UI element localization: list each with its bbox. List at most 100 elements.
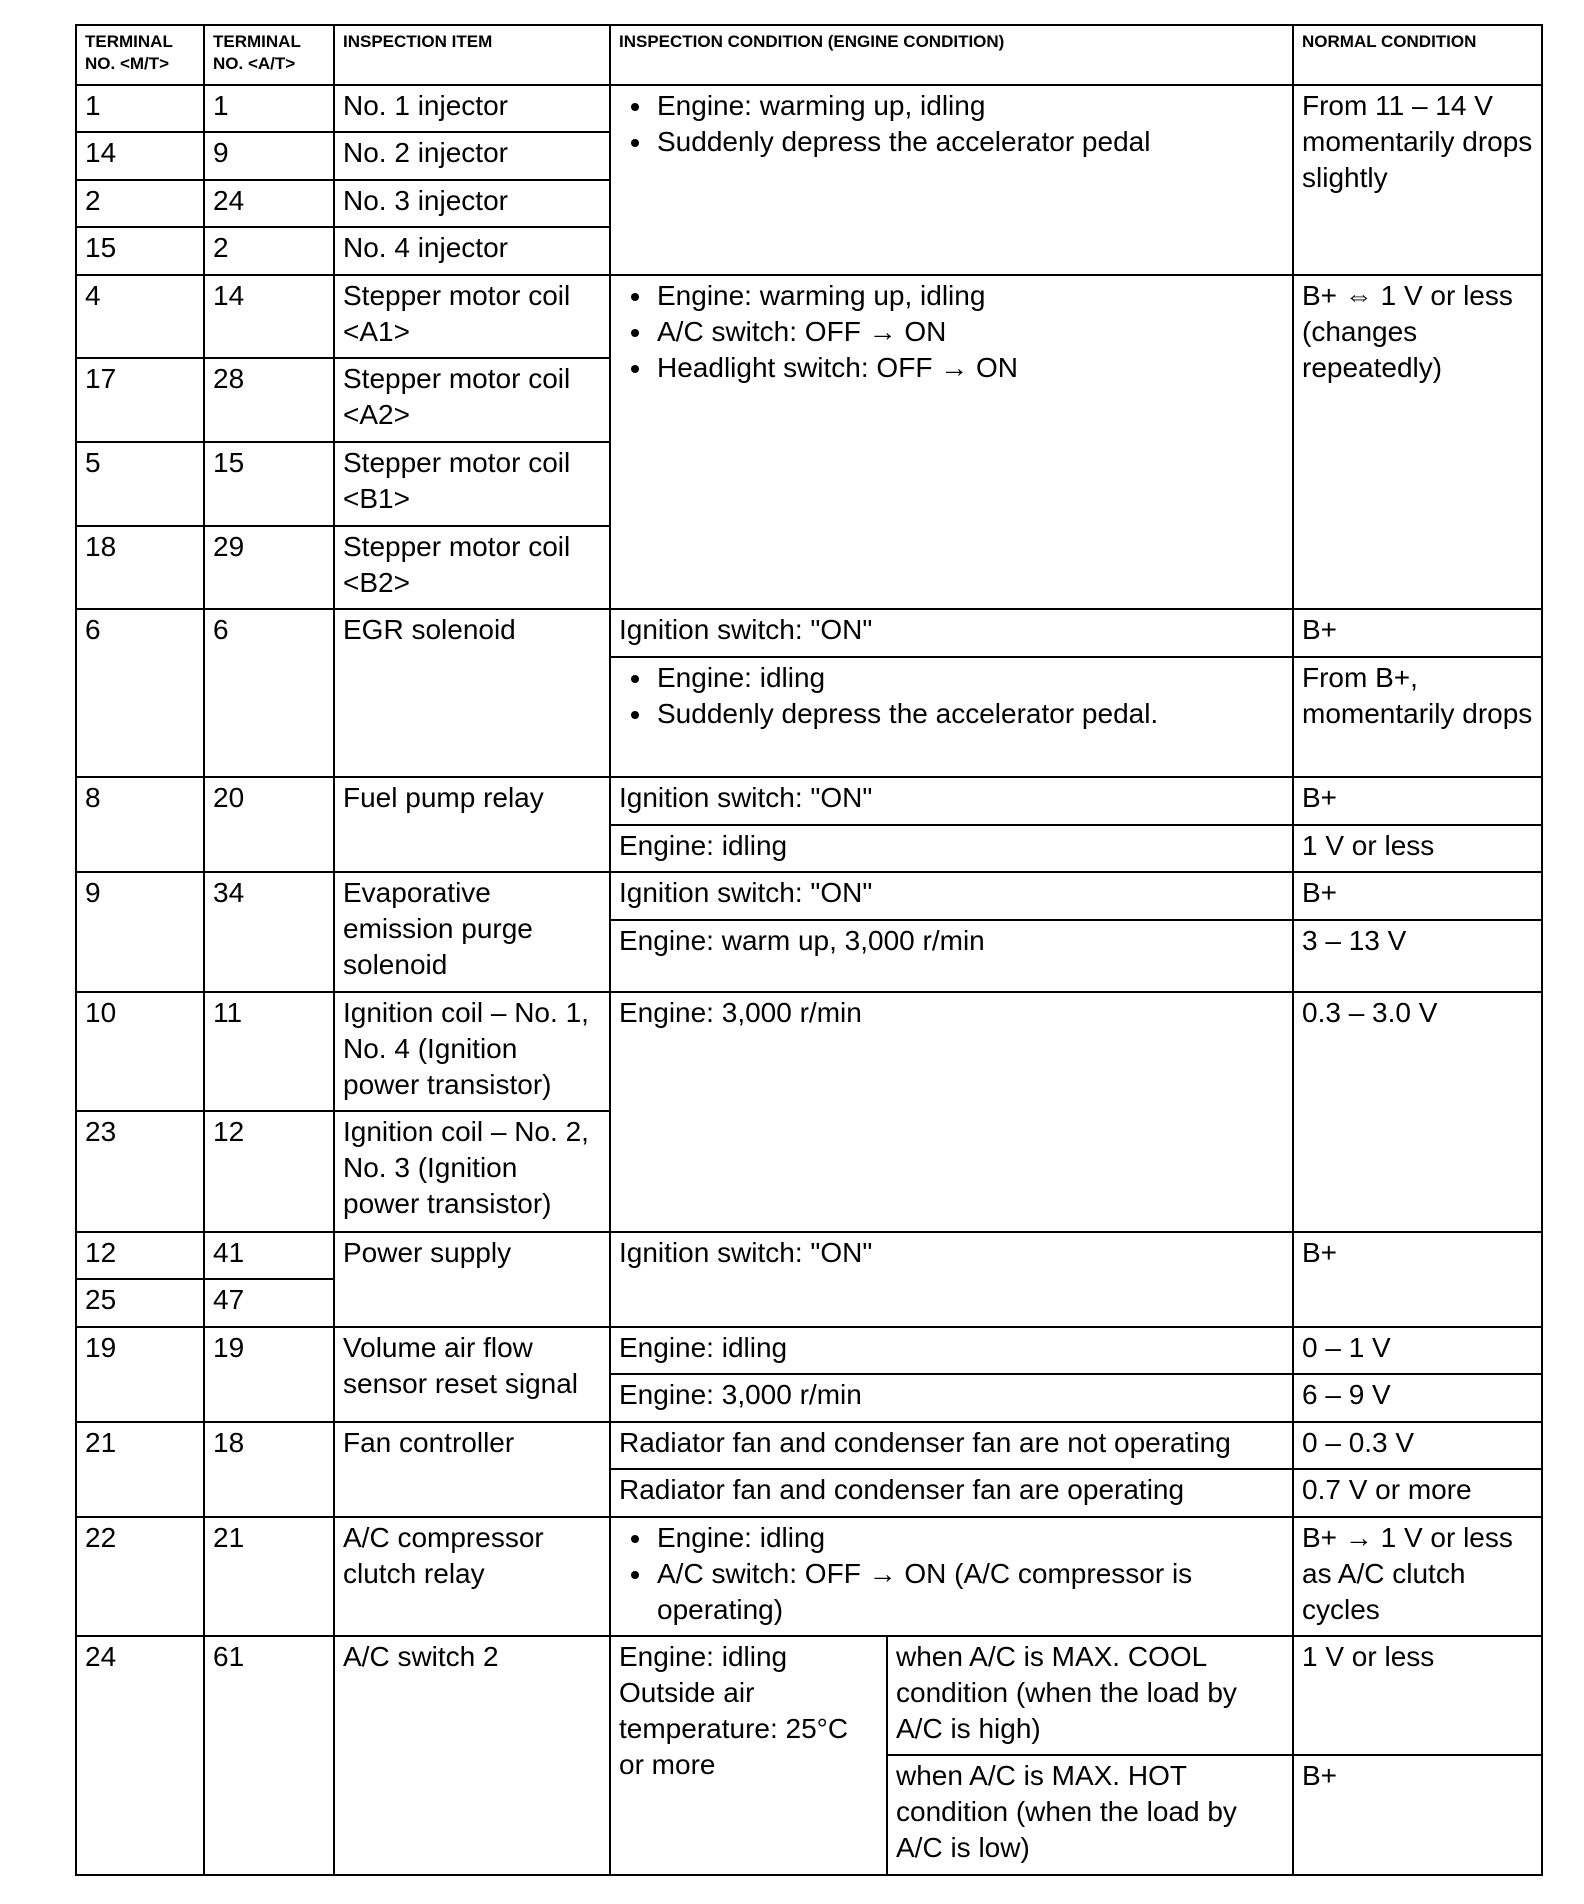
terminal-at: 6	[203, 608, 335, 778]
terminal-at: 2	[203, 226, 335, 276]
table-row: Radiator fan and condenser fan are opera…	[76, 1468, 1543, 1518]
inspection-item: Ignition coil – No. 1, No. 4 (Ignition p…	[333, 991, 611, 1112]
terminal-mt: 15	[75, 226, 205, 276]
terminal-mt: 19	[75, 1326, 205, 1423]
inspection-sub-condition: when A/C is MAX. COOL condition (when th…	[886, 1635, 1294, 1756]
inspection-item: No. 1 injector	[333, 84, 611, 133]
terminal-mt: 24	[75, 1635, 205, 1876]
inspection-condition: Engine: idling	[609, 1326, 1294, 1375]
inspection-item: Power supply	[333, 1231, 611, 1328]
inspection-item: Stepper motor coil <A1>	[333, 274, 611, 359]
table-row: 10 11 Ignition coil – No. 1, No. 4 (Igni…	[75, 991, 1543, 1233]
normal-condition: B+ ⇔ 1 V or less (changes repeatedly)	[1292, 274, 1543, 610]
normal-condition: B+	[1292, 608, 1543, 658]
inspection-condition: Engine: 3,000 r/min	[609, 991, 1294, 1233]
table-row: 4 14 Stepper motor coil <A1> Engine: war…	[75, 274, 1543, 610]
terminal-mt: 5	[75, 441, 205, 527]
table-row: when A/C is MAX. HOT condition (when the…	[76, 1754, 1543, 1876]
normal-condition: 0.3 – 3.0 V	[1292, 991, 1543, 1233]
terminal-mt: 17	[75, 357, 205, 443]
table-row: 8 20 Fuel pump relay Ignition switch: "O…	[75, 776, 1543, 873]
inspection-condition: Engine: warming up, idling A/C switch: O…	[609, 274, 1294, 610]
normal-condition: 1 V or less	[1292, 1635, 1543, 1756]
normal-condition: 0 – 0.3 V	[1292, 1421, 1543, 1470]
terminal-at: 34	[203, 871, 335, 993]
table-row: 17 28 Stepper motor coil <A2>	[75, 357, 1542, 443]
inspection-condition: Engine: warm up, 3,000 r/min	[609, 919, 1294, 993]
normal-condition: 0.7 V or more	[1292, 1468, 1543, 1518]
terminal-mt: 4	[75, 274, 205, 359]
condition-bullet: Headlight switch: OFF → ON	[631, 350, 1284, 386]
table-row: Engine: 3,000 r/min 6 – 9 V	[76, 1373, 1543, 1423]
normal-condition: From 11 – 14 V momentarily drops slightl…	[1292, 84, 1543, 276]
inspection-item: Ignition coil – No. 2, No. 3 (Ignition p…	[333, 1110, 611, 1233]
normal-condition: B+	[1292, 776, 1543, 826]
terminal-at: 12	[203, 1110, 335, 1233]
inspection-condition: Engine: idling	[609, 824, 1294, 873]
terminal-at: 21	[203, 1516, 335, 1637]
terminal-mt: 21	[75, 1421, 205, 1518]
terminal-mt: 8	[75, 776, 205, 873]
normal-condition: From B+, momentarily drops	[1292, 656, 1543, 778]
terminal-mt: 25	[75, 1278, 205, 1328]
terminal-mt: 14	[75, 131, 205, 181]
inspection-condition: Engine: 3,000 r/min	[609, 1373, 1294, 1423]
header-inspection-item: INSPECTION ITEM	[333, 24, 611, 86]
inspection-condition: Radiator fan and condenser fan are opera…	[609, 1468, 1294, 1518]
terminal-at: 28	[203, 357, 335, 443]
inspection-item: Stepper motor coil <B2>	[333, 525, 611, 610]
normal-condition: 1 V or less	[1292, 824, 1543, 873]
inspection-condition: Radiator fan and condenser fan are not o…	[609, 1421, 1294, 1470]
inspection-condition: Ignition switch: "ON"	[609, 1231, 1294, 1328]
inspection-item: No. 4 injector	[333, 226, 611, 276]
inspection-condition: Engine: idling Outside air temperature: …	[609, 1635, 888, 1876]
terminal-at: 15	[203, 441, 335, 527]
condition-bullet: Suddenly depress the accelerator pedal.	[631, 696, 1284, 732]
table-row: 2 24 No. 3 injector	[75, 179, 1542, 228]
terminal-mt: 2	[75, 179, 205, 228]
table-row: 5 15 Stepper motor coil <B1>	[75, 441, 1542, 527]
table-row: 9 34 Evaporative emission purge solenoid…	[75, 871, 1543, 993]
inspection-item: EGR solenoid	[333, 608, 611, 778]
terminal-at: 19	[203, 1326, 335, 1423]
condition-bullet: A/C switch: OFF → ON	[631, 314, 1284, 350]
table-row: 24 61 A/C switch 2 Engine: idling Outsid…	[75, 1635, 1543, 1876]
inspection-condition: Engine: idling A/C switch: OFF → ON (A/C…	[609, 1516, 1294, 1637]
normal-condition: B+	[1292, 1231, 1543, 1328]
inspection-condition: Ignition switch: "ON"	[609, 608, 1294, 658]
inspection-condition: Engine: idling Suddenly depress the acce…	[609, 656, 1294, 778]
condition-bullet: Suddenly depress the accelerator pedal	[631, 124, 1284, 160]
table-row: Engine: warm up, 3,000 r/min 3 – 13 V	[76, 919, 1543, 993]
table-row: 22 21 A/C compressor clutch relay Engine…	[75, 1516, 1543, 1637]
normal-condition: 0 – 1 V	[1292, 1326, 1543, 1375]
table-row: 23 12 Ignition coil – No. 2, No. 3 (Igni…	[75, 1110, 1542, 1233]
normal-condition: B+ → 1 V or less as A/C clutch cycles	[1292, 1516, 1543, 1637]
terminal-at: 24	[203, 179, 335, 228]
terminal-mt: 12	[75, 1231, 205, 1280]
header-terminal-mt: TERMINAL NO. <M/T>	[75, 24, 205, 86]
table-row: 18 29 Stepper motor coil <B2>	[75, 525, 1542, 610]
terminal-mt: 23	[75, 1110, 205, 1233]
terminal-mt: 1	[75, 84, 205, 133]
terminal-at: 9	[203, 131, 335, 181]
normal-condition: 3 – 13 V	[1292, 919, 1543, 993]
terminal-mt: 6	[75, 608, 205, 778]
header-row: TERMINAL NO. <M/T> TERMINAL NO. <A/T> IN…	[75, 24, 1543, 86]
inspection-item: No. 2 injector	[333, 131, 611, 181]
normal-condition: B+	[1292, 1754, 1543, 1876]
condition-bullet: Engine: warming up, idling	[631, 88, 1284, 124]
terminal-at: 41	[203, 1231, 335, 1280]
normal-condition: 6 – 9 V	[1292, 1373, 1543, 1423]
terminal-mt: 22	[75, 1516, 205, 1637]
inspection-condition: Engine: warming up, idling Suddenly depr…	[609, 84, 1294, 276]
inspection-condition: Ignition switch: "ON"	[609, 776, 1294, 826]
inspection-sub-condition: when A/C is MAX. HOT condition (when the…	[886, 1754, 1294, 1876]
header-terminal-at: TERMINAL NO. <A/T>	[203, 24, 335, 86]
terminal-at: 11	[203, 991, 335, 1112]
table-row: 15 2 No. 4 injector	[75, 226, 1542, 276]
table-row: 21 18 Fan controller Radiator fan and co…	[75, 1421, 1543, 1518]
terminal-at: 18	[203, 1421, 335, 1518]
terminal-at: 1	[203, 84, 335, 133]
table-row: 6 6 EGR solenoid Ignition switch: "ON" B…	[75, 608, 1543, 778]
header-inspection-condition: INSPECTION CONDITION (ENGINE CONDITION)	[609, 24, 1294, 86]
